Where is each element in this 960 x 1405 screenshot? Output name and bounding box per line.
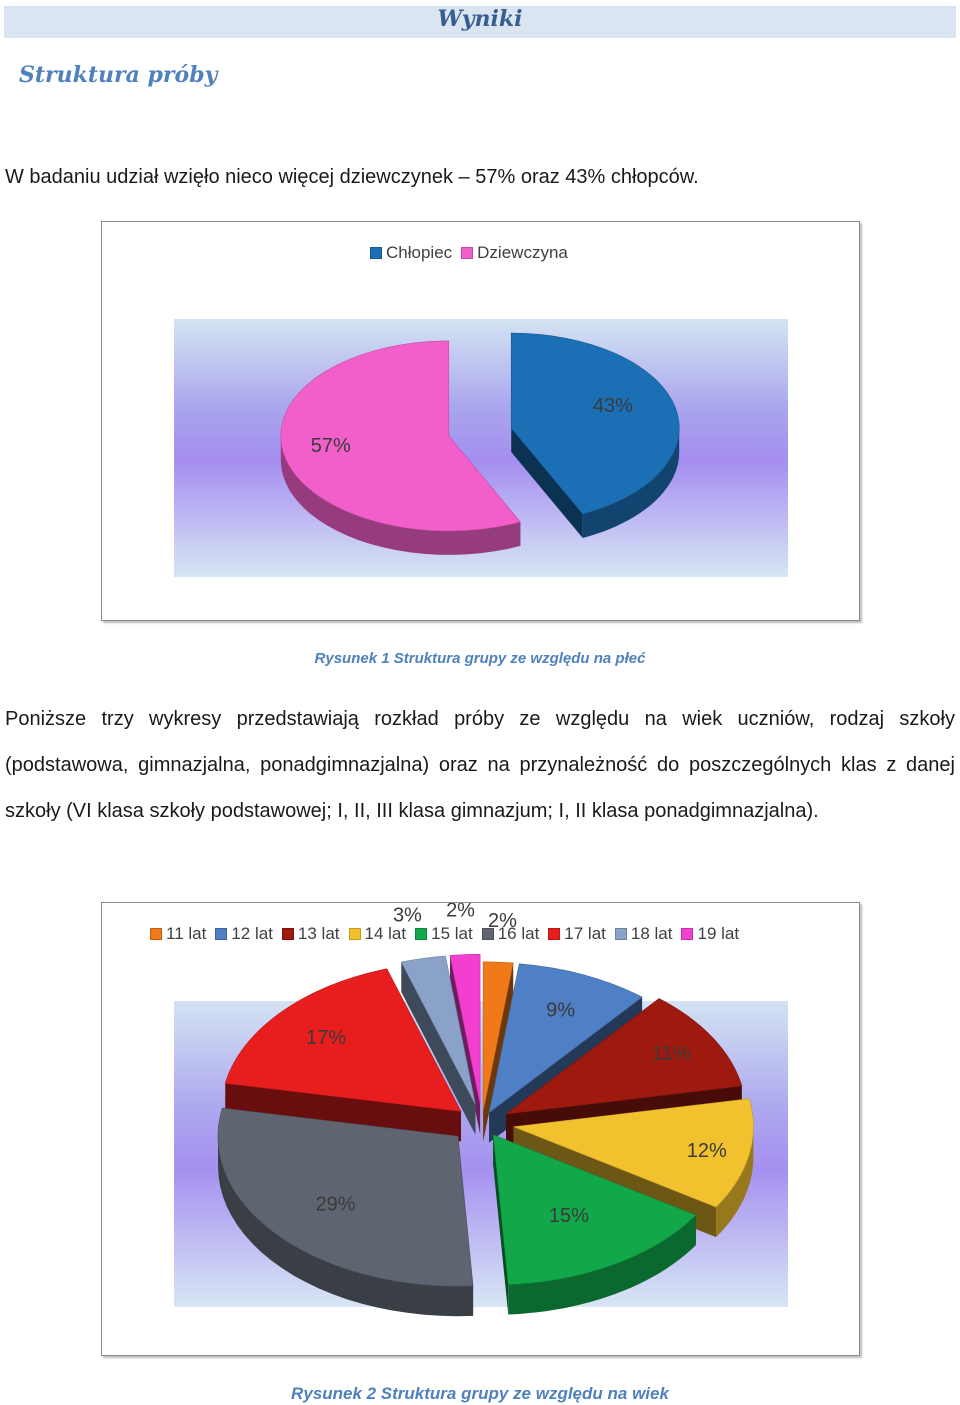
age-chart: 11 lat 12 lat 13 lat 14 lat 15 lat 16 lat 17 l… — [101, 902, 860, 1356]
legend-swatch — [415, 928, 428, 940]
slice-side-face — [483, 962, 514, 1142]
slice-side-face — [493, 1134, 509, 1315]
age-slice-18-lat — [400, 955, 476, 1135]
slice-side-face — [511, 428, 583, 539]
age-slice-17-lat — [224, 968, 462, 1142]
legend-label: 15 lat — [431, 924, 473, 943]
gender-legend-item-dziewczyna: Dziewczyna — [461, 243, 568, 263]
header-bar — [4, 6, 956, 38]
legend-label: 14 lat — [364, 924, 407, 943]
slice-top — [492, 1134, 697, 1285]
legend-swatch — [614, 928, 627, 940]
age-data-label-11-lat: 2% — [488, 910, 517, 932]
age-legend-item-14-lat: 14 lat — [348, 924, 407, 944]
legend-swatch — [481, 928, 494, 940]
age-slice-15-lat — [492, 1134, 697, 1315]
slice-side-face — [401, 962, 476, 1135]
legend-swatch — [370, 247, 382, 259]
legend-swatch — [281, 928, 294, 940]
age-data-label-13-lat: 11% — [652, 1043, 691, 1065]
age-chart-legend: 11 lat 12 lat 13 lat 14 lat 15 lat 16 lat 17 l… — [150, 924, 748, 944]
age-legend-item-18-lat: 18 lat — [614, 924, 673, 944]
age-data-label-16-lat: 29% — [316, 1194, 356, 1216]
slice-top — [400, 955, 476, 1105]
gender-chart-legend: Chłopiec Dziewczyna — [370, 243, 577, 263]
age-slice-16-lat — [217, 1107, 474, 1317]
slice-top — [217, 1107, 474, 1287]
legend-label: 17 lat — [564, 924, 606, 943]
legend-swatch — [348, 928, 361, 940]
section-title: Struktura próby — [19, 62, 218, 88]
legend-label: Chłopiec — [386, 243, 453, 262]
legend-swatch — [150, 928, 162, 940]
legend-swatch — [461, 247, 474, 259]
age-data-label-18-lat: 3% — [393, 904, 422, 926]
legend-label: 18 lat — [630, 924, 673, 943]
legend-label: 12 lat — [231, 924, 273, 943]
legend-swatch — [548, 928, 561, 940]
legend-label: 11 lat — [166, 924, 207, 943]
gender-slice-ch-opiec — [510, 332, 680, 539]
page-title: Wyniki — [437, 6, 523, 32]
age-legend-item-15-lat: 15 lat — [415, 924, 473, 944]
slice-rim — [218, 1136, 474, 1317]
legend-label: 13 lat — [297, 924, 340, 943]
gender-chart-plot: 43% 57% — [174, 319, 788, 577]
slice-rim — [716, 1126, 754, 1238]
age-legend-item-19-lat: 19 lat — [681, 924, 739, 944]
age-legend-item-11-lat: 11 lat — [150, 924, 206, 944]
age-legend-item-16-lat: 16 lat — [481, 924, 540, 944]
gender-data-label-ch-opiec: 43% — [593, 395, 633, 417]
age-chart-plot: 2% 9% 11% 12% 15% 29% 17% 3% 2% — [174, 903, 788, 1317]
slice-top — [482, 961, 514, 1112]
gender-data-label-dziewczyna: 57% — [311, 435, 351, 457]
slice-top — [449, 953, 481, 1105]
legend-swatch — [681, 928, 694, 940]
gender-legend-item-ch-opiec: Chłopiec — [370, 243, 452, 263]
slice-rim — [508, 1215, 696, 1315]
slice-top — [505, 998, 743, 1115]
slice-top — [280, 340, 521, 532]
age-data-label-12-lat: 9% — [546, 999, 575, 1021]
legend-label: 16 lat — [497, 924, 540, 943]
slice-top — [488, 963, 643, 1114]
slice-rim — [280, 435, 521, 555]
slice-side-face — [225, 1083, 461, 1142]
age-data-label-14-lat: 12% — [687, 1140, 727, 1162]
age-slice-11-lat — [482, 961, 514, 1142]
description-paragraph: Poniższe trzy wykresy przedstawiają rozk… — [5, 708, 955, 822]
gender-chart: Chłopiec Dziewczyna 43% 57% — [101, 221, 860, 621]
age-data-label-19-lat: 2% — [446, 903, 475, 922]
gender-slice-dziewczyna — [280, 340, 521, 555]
slice-top — [513, 1098, 754, 1208]
slice-rim — [582, 428, 680, 538]
figure2-caption: Rysunek 2 Struktura grupy ze względu na … — [291, 1384, 669, 1403]
age-legend-item-12-lat: 12 lat — [215, 924, 273, 944]
slice-top — [510, 332, 680, 515]
intro-paragraph: W badaniu udział wzięło nieco więcej dzi… — [5, 166, 699, 188]
legend-label: 19 lat — [697, 924, 740, 943]
figure1-caption: Rysunek 1 Struktura grupy ze względu na … — [314, 650, 646, 667]
age-legend-item-17-lat: 17 lat — [548, 924, 606, 944]
slice-top — [224, 968, 462, 1112]
age-data-label-15-lat: 15% — [549, 1205, 589, 1227]
age-legend-item-13-lat: 13 lat — [281, 924, 340, 944]
legend-label: Dziewczyna — [477, 243, 568, 262]
legend-swatch — [215, 928, 228, 940]
age-data-label-17-lat: 17% — [306, 1027, 346, 1049]
